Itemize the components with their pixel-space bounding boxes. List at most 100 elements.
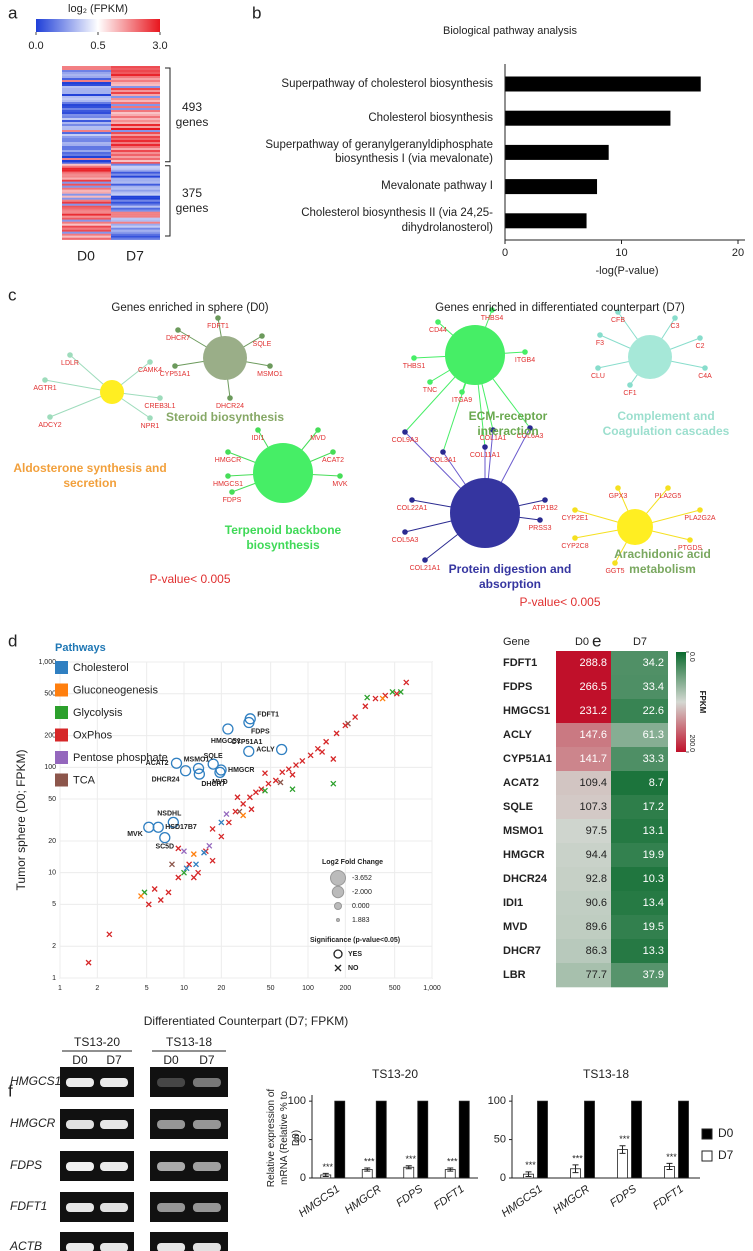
significance-label: *** — [405, 1154, 416, 1164]
point — [218, 819, 225, 826]
heatmap-cell — [556, 795, 611, 820]
legend-label: Cholesterol — [73, 662, 129, 674]
heatmap-row — [111, 162, 160, 165]
point — [330, 780, 337, 787]
gene-node — [172, 363, 178, 369]
heatmap-row — [62, 152, 111, 155]
gel-gene-label: FDFT1 — [10, 1199, 47, 1213]
cell-value: 94.4 — [586, 849, 607, 861]
error-bar — [322, 1172, 329, 1177]
heatmap-row — [62, 213, 111, 216]
point-label: MSMO1 — [184, 756, 210, 763]
heatmap-row — [111, 94, 160, 97]
heatmap-row — [62, 197, 111, 200]
point — [138, 893, 144, 899]
cell-value: 8.7 — [649, 777, 664, 789]
gene-node — [215, 315, 221, 321]
heatmap-row — [111, 134, 160, 137]
legend-label: OxPhos — [73, 729, 113, 741]
heatmap-row — [62, 78, 111, 81]
gene-node — [409, 497, 415, 503]
heatmap-row — [62, 148, 111, 151]
bar — [417, 1100, 429, 1179]
heatmap-row — [111, 193, 160, 196]
lane-label: D7 — [106, 1053, 122, 1067]
gene-label: TNC — [423, 387, 437, 394]
point — [262, 787, 268, 794]
gel-band — [65, 1120, 94, 1129]
gene-label: DHCR24 — [503, 873, 548, 885]
heatmap-row — [62, 215, 111, 218]
point — [193, 768, 206, 780]
bar — [334, 1100, 346, 1179]
group-bracket — [165, 165, 171, 237]
heatmap-row — [111, 76, 160, 79]
heatmap-row — [111, 114, 160, 117]
heatmap-cell — [611, 723, 668, 748]
gene-node — [402, 429, 408, 435]
heatmap-row — [62, 74, 111, 77]
point-label: FDPS — [251, 728, 270, 735]
panel-label: b — [252, 3, 261, 22]
heatmap-row — [62, 169, 111, 172]
heatmap-cell — [556, 723, 611, 748]
heatmap-row — [111, 169, 160, 172]
heatmap-row — [62, 201, 111, 204]
heatmap-row — [111, 140, 160, 143]
gene-node — [337, 473, 343, 479]
gene-label: AGTR1 — [33, 385, 56, 392]
point — [333, 730, 340, 737]
gene-node — [411, 355, 417, 361]
point — [85, 959, 92, 966]
heatmap-row — [62, 217, 111, 220]
gene-label: CD44 — [429, 327, 447, 334]
point-label: FDFT1 — [257, 712, 279, 719]
heatmap-row — [62, 110, 111, 113]
point — [289, 786, 296, 793]
bar — [678, 1100, 689, 1179]
heatmap-row — [62, 82, 111, 85]
gel-band — [65, 1078, 94, 1087]
heatmap-row — [62, 102, 111, 105]
heatmap-row — [111, 128, 160, 131]
gene-node — [67, 352, 73, 358]
heatmap-row — [111, 98, 160, 101]
heatmap-row — [62, 165, 111, 168]
x-tick-label: 10 — [615, 247, 627, 259]
heatmap-row — [111, 116, 160, 119]
heatmap-row — [111, 167, 160, 170]
heatmap-row — [62, 140, 111, 143]
cell-value: 90.6 — [586, 897, 607, 909]
gene-label: COL3A1 — [430, 457, 457, 464]
error-bar — [525, 1171, 532, 1177]
bar — [631, 1100, 642, 1179]
heatmap-row — [111, 72, 160, 75]
point-label: HMGCS1 — [211, 738, 241, 745]
heatmap-row — [111, 195, 160, 198]
x-tick-label: 100 — [302, 985, 314, 992]
legend-label: Pentose phosphate — [73, 752, 168, 764]
heatmap-row — [111, 92, 160, 95]
heatmap-row — [111, 215, 160, 218]
network-title: Genes enriched in differentiated counter… — [435, 301, 685, 314]
point — [169, 861, 175, 868]
legend-swatch — [55, 728, 68, 742]
heatmap-row — [62, 183, 111, 186]
gene-node — [47, 414, 53, 420]
point — [183, 865, 190, 872]
heatmap-cell — [556, 939, 611, 964]
cell-value: 19.9 — [643, 849, 664, 861]
network-title: Genes enriched in sphere (D0) — [111, 301, 269, 314]
gene-node — [615, 309, 621, 315]
point — [201, 849, 207, 856]
column-label: D0 — [77, 248, 95, 264]
gene-node — [259, 333, 265, 339]
gel-band — [65, 1243, 94, 1251]
gel-gene-label: HMGCR — [10, 1116, 56, 1130]
gene-label: PLA2G2A — [684, 515, 715, 522]
heatmap-row — [111, 237, 160, 240]
point — [143, 821, 155, 833]
heatmap-row — [111, 209, 160, 212]
gene-label: ITGB4 — [515, 357, 535, 364]
cell-value: 97.5 — [586, 825, 607, 837]
